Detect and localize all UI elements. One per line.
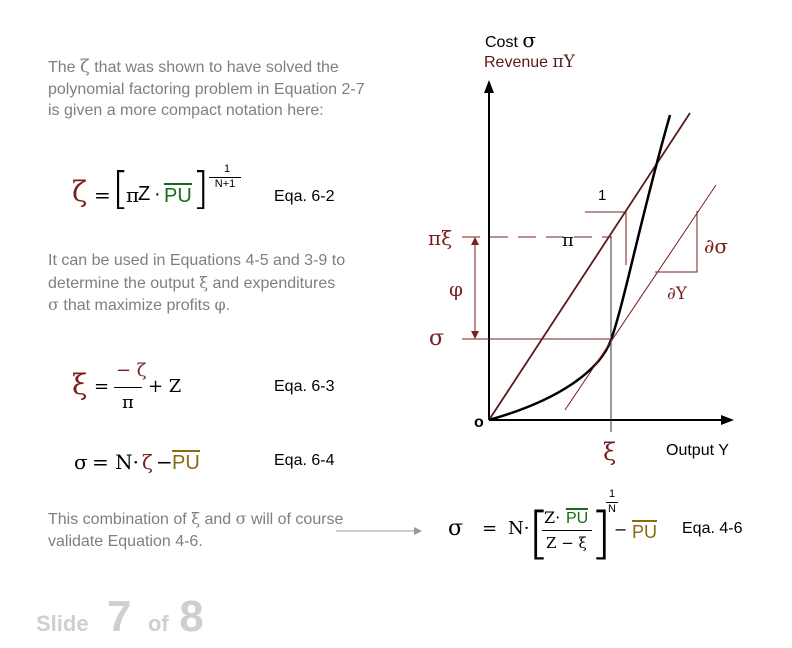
slope-pi-label: π xyxy=(562,230,574,251)
equation-6-2: ζ = [ π Z · PU ] 1 N+1 xyxy=(72,163,252,225)
pixi-label: πξ xyxy=(428,226,453,250)
xi-label: ξ xyxy=(603,438,617,466)
slope-one-label: 1 xyxy=(598,187,607,204)
eq64-label: Eqa. 6-4 xyxy=(274,452,335,469)
cost-curve xyxy=(488,114,672,422)
tangent-slope-box xyxy=(655,211,698,273)
origin-label: o xyxy=(474,414,484,431)
eq62-zeta: ζ xyxy=(72,175,88,208)
eq63-xi: ξ xyxy=(72,368,88,401)
left-bracket: [ xyxy=(112,163,130,214)
y-axis-arrow xyxy=(484,80,494,93)
slide-indicator: Slide 7 of 8 xyxy=(36,592,204,641)
x-axis-arrow xyxy=(721,415,734,425)
intro-paragraph: The ζ that was shown to have solved the … xyxy=(48,56,365,119)
equation-6-4: σ = N· ζ − PU xyxy=(74,450,200,474)
equation-4-6: σ = N· [ Z· PU Z − ξ ] 1 N − PU xyxy=(448,488,658,566)
dy-label: ∂Y xyxy=(667,284,688,304)
pu-overline: PU xyxy=(172,450,200,474)
revenue-label: Revenue πY xyxy=(484,52,575,72)
cost-label: Cost σ xyxy=(485,28,537,52)
right-bracket: ] xyxy=(192,163,210,214)
revenue-slope-box xyxy=(585,211,627,265)
tangent-line xyxy=(564,184,717,411)
sigma-label: σ xyxy=(429,326,445,351)
pu-overline: PU xyxy=(164,183,192,207)
eq62-label: Eqa. 6-2 xyxy=(274,188,335,205)
phi-label: φ xyxy=(449,277,464,301)
output-label: Output Y xyxy=(666,442,729,459)
arrow-to-eq46 xyxy=(336,527,422,535)
combination-paragraph: This combination of ξ and σ will of cour… xyxy=(48,509,344,550)
eq63-label: Eqa. 6-3 xyxy=(274,378,335,395)
paragraph-2: It can be used in Equations 4-5 and 3-9 … xyxy=(48,252,346,314)
equation-6-3: ξ = − ζ π + Z xyxy=(72,360,182,413)
zeta-symbol: ζ xyxy=(80,56,90,77)
eq46-label: Eqa. 4-6 xyxy=(682,520,743,537)
dsigma-label: ∂σ xyxy=(704,234,728,258)
